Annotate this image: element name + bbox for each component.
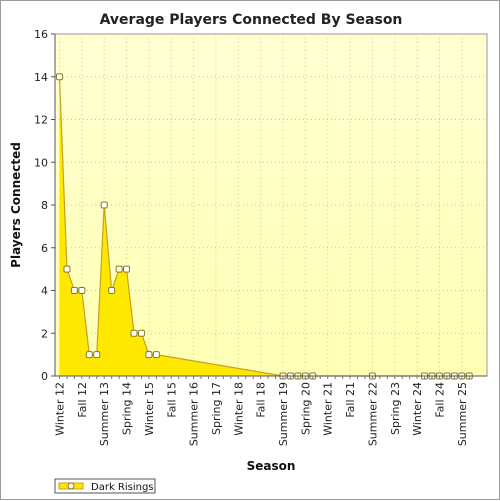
x-tick-label: Spring 20 [299,382,312,435]
y-axis: 0 2 4 6 8 10 12 14 16 [34,28,56,383]
x-tick-label: Winter 12 [54,382,67,436]
x-tick-label: Summer 16 [188,382,201,446]
data-point [78,287,86,294]
x-tick-label: Spring 14 [121,382,134,435]
data-point [152,351,160,359]
data-point [108,287,116,294]
data-point [93,351,101,359]
y-tick-label: 14 [34,71,48,84]
x-tick-label: Winter 18 [232,382,245,436]
x-tick-label: Summer 22 [366,382,379,446]
data-point [56,73,63,81]
data-point [130,329,138,337]
x-axis-title: Season [247,459,296,473]
x-tick-label: Summer 19 [277,382,290,446]
x-tick-label: Fall 18 [255,382,268,418]
data-point [100,201,108,209]
x-tick-label: Winter 24 [411,382,424,436]
y-tick-label: 4 [41,285,48,298]
x-tick-label: Fall 21 [344,382,357,418]
y-tick-label: 12 [34,114,48,127]
x-tick-label: Spring 17 [210,382,223,435]
x-tick-label: Fall 15 [165,382,178,418]
x-tick-label: Fall 12 [76,382,89,418]
legend-marker [67,482,75,490]
y-tick-label: 2 [41,327,48,340]
y-axis-title: Players Connected [9,142,23,268]
x-tick-label: Winter 15 [143,382,156,436]
chart-title: Average Players Connected By Season [100,12,403,28]
x-tick-label: Summer 13 [98,382,111,446]
data-point [137,329,145,337]
x-tick-label: Fall 24 [433,382,446,418]
legend-label: Dark Risings [91,482,154,493]
legend: Dark Risings [54,478,156,494]
x-axis: Winter 12 Fall 12 Summer 13 Spring 14 Winter… [54,375,487,446]
series-area [59,76,470,376]
x-tick-label: Winter 21 [322,382,335,436]
y-tick-label: 16 [34,28,48,41]
y-tick-label: 0 [41,370,48,383]
y-tick-label: 6 [41,242,48,255]
data-point [145,351,153,359]
y-tick-label: 10 [34,156,48,169]
data-point [70,287,78,294]
y-tick-label: 8 [41,199,48,212]
data-point [115,265,123,273]
data-point [85,351,93,359]
x-tick-label: Summer 25 [456,382,469,446]
data-point [123,265,131,273]
data-point [63,265,71,273]
x-tick-label: Spring 23 [389,382,402,435]
